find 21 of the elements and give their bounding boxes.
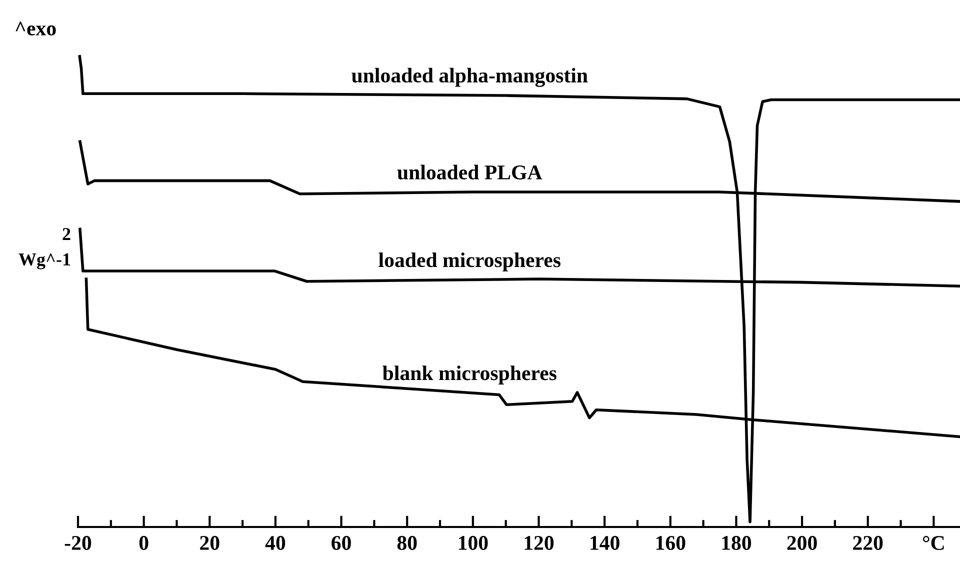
text: ^exo [16, 22, 56, 36]
x-tick-label: 80 [397, 536, 417, 550]
x-tick-label: -20 [64, 536, 92, 550]
x-tick-label: 20 [200, 536, 220, 550]
x-tick-label: 120 [524, 536, 554, 550]
x-tick-label: 160 [656, 536, 686, 550]
x-tick-label: 0 [139, 536, 148, 550]
series-label: unloaded PLGA [397, 164, 542, 180]
series-label: loaded microspheres [378, 252, 560, 272]
series-label: blank microspheres [382, 366, 556, 384]
x-tick-label: 140 [590, 536, 620, 550]
x-tick-label: 220 [853, 536, 883, 550]
x-tick-label: °C [922, 536, 944, 550]
text: Wg^-1 [18, 253, 70, 270]
x-tick-label: 200 [787, 536, 817, 550]
x-tick-label: 180 [722, 536, 752, 550]
x-tick-label: 100 [458, 536, 488, 550]
text: 2 [62, 228, 70, 240]
x-tick-label: 60 [332, 536, 351, 550]
series-label: unloaded alpha-mangostin [352, 68, 588, 87]
x-tick-label: 40 [265, 536, 286, 550]
